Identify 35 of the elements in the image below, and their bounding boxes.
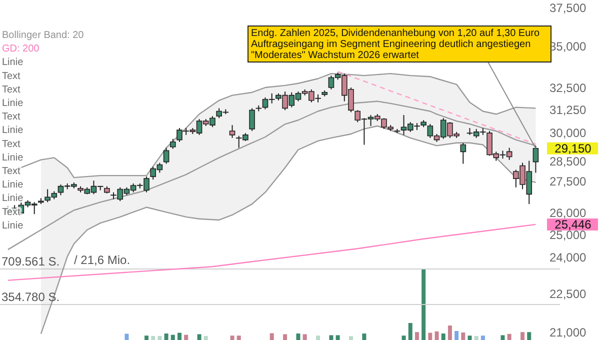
annotation: Text (2, 138, 21, 150)
y-tick-label: 24,000 (550, 250, 587, 265)
annotation: Linie (2, 180, 24, 191)
y-tick-label: 31,250 (550, 102, 587, 117)
candlestick (163, 147, 170, 164)
annotation: Text (2, 112, 21, 123)
candlestick (532, 145, 539, 174)
y-tick-label: 26,000 (550, 206, 587, 220)
y2-tick-label: 709.561 S. (2, 254, 60, 269)
candlestick (249, 108, 255, 132)
y-tick-label: 27,500 (550, 174, 587, 189)
text: 29,150 (554, 141, 592, 156)
text: Bollinger Band: 20 (2, 30, 84, 41)
annotation: Linie (2, 152, 24, 164)
y-tick-label: 21,000 (550, 325, 587, 340)
candlestick (460, 142, 466, 164)
annotation: Linie (2, 220, 24, 232)
text: GD: 200 (2, 44, 40, 55)
data-label: 25,446 (554, 217, 592, 232)
y-tick-label: 30,000 (550, 126, 587, 140)
annotation: Linie (2, 193, 24, 204)
annotation: Text (2, 84, 21, 96)
y-tick-label: 32,500 (550, 81, 587, 96)
annotation: Text (2, 70, 21, 82)
annotation: Endg. Zahlen 2025, Dividendenanhebung von 1,20 auf 1,30 Euro Auftragseingang im Segment Engineering deutlich angestiegen "Moderates" Wachstum 2026 erwartet (251, 28, 540, 61)
annotation: Linie (2, 57, 24, 68)
candlestick (170, 138, 176, 150)
y-tick-label: 37,500 (550, 0, 587, 15)
annotation: Linie (2, 98, 24, 109)
annotation: Linie (2, 125, 24, 136)
y-tick-label: 28,500 (550, 154, 587, 169)
candlestick (229, 124, 236, 138)
y-tick-label: 22,500 (550, 286, 587, 301)
ref-line-label: / 21,6 Mio. (74, 253, 130, 268)
annotation: Text (2, 166, 21, 177)
